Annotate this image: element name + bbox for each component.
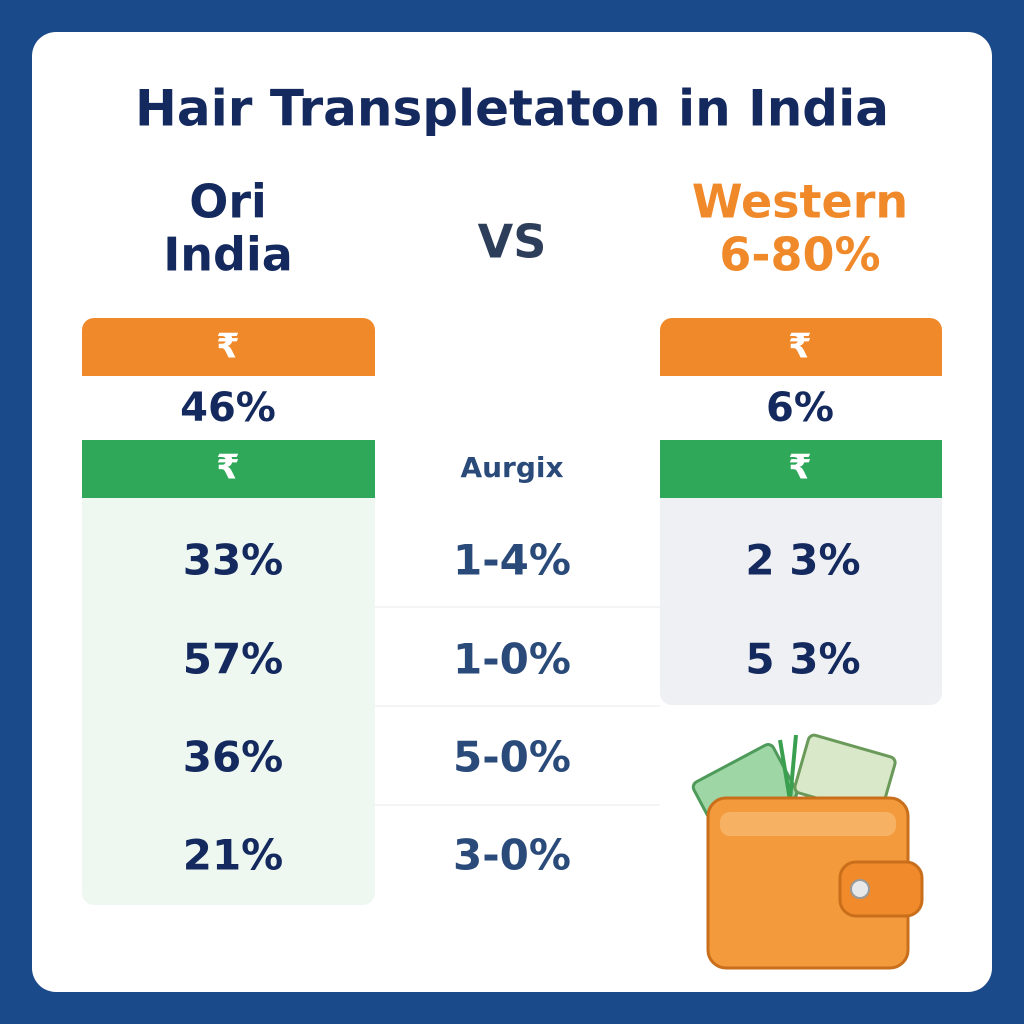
value: 1-0%: [453, 635, 571, 684]
badge-symbol: ₹: [788, 448, 812, 488]
value: 36%: [183, 733, 284, 782]
orange-badge: [660, 318, 942, 376]
right-header: Western: [692, 175, 908, 229]
value: 3-0%: [453, 831, 571, 880]
wallet-icon: [691, 733, 924, 970]
panel: [82, 498, 375, 905]
value: 6%: [766, 385, 834, 431]
right-header: 6-80%: [719, 228, 880, 282]
left-header: Ori: [189, 175, 267, 229]
value: 33%: [183, 536, 284, 585]
middle-label: Aurgix: [460, 451, 563, 484]
value: 46%: [180, 385, 276, 431]
badge-symbol: ₹: [788, 327, 812, 367]
title: Hair Transpletaton in India: [135, 80, 889, 138]
badge-symbol: ₹: [216, 448, 240, 488]
panel: [660, 498, 942, 705]
left-header: India: [163, 228, 293, 282]
badge-symbol: ₹: [216, 327, 240, 367]
value: 5-0%: [453, 733, 571, 782]
value: 21%: [183, 831, 284, 880]
value: 5 3%: [745, 635, 860, 684]
value: 57%: [183, 635, 284, 684]
value: 2 3%: [745, 536, 860, 585]
value: 1-4%: [453, 536, 571, 585]
vs-label: VS: [478, 215, 547, 269]
green-band: [82, 440, 375, 498]
green-band: [660, 440, 942, 498]
orange-badge: [82, 318, 375, 376]
